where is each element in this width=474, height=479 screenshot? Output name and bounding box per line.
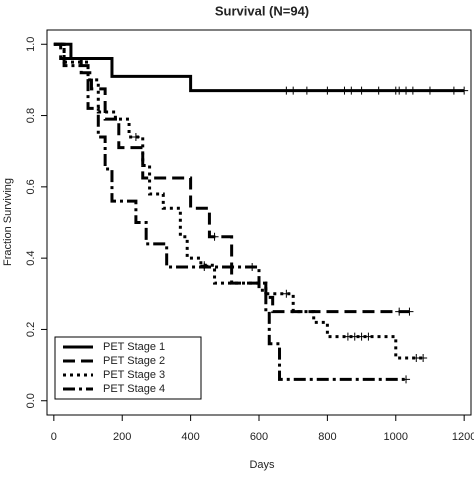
censor-mark [419, 353, 428, 362]
censor-mark [425, 86, 434, 95]
censor-mark [248, 263, 257, 272]
censor-mark [395, 86, 404, 95]
legend-label: PET Stage 4 [103, 383, 165, 395]
legend-label: PET Stage 1 [103, 341, 165, 353]
x-tick-label: 800 [318, 431, 336, 443]
censor-mark [282, 289, 291, 298]
censor-mark [460, 86, 469, 95]
censor-mark [350, 332, 359, 341]
y-tick-label: 0.4 [25, 250, 37, 265]
censor-mark [131, 132, 140, 141]
y-tick-label: 0.0 [25, 393, 37, 408]
censor-mark [402, 86, 411, 95]
x-tick-label: 200 [113, 431, 131, 443]
chart-title: Survival (N=94) [215, 3, 309, 18]
x-tick-label: 0 [51, 431, 57, 443]
censor-mark [357, 86, 366, 95]
censor-mark [374, 86, 383, 95]
censor-mark [323, 86, 332, 95]
survival-curve [53, 42, 407, 381]
survival-curve [53, 42, 410, 314]
censor-mark [347, 86, 356, 95]
censor-mark [449, 86, 458, 95]
censor-mark [364, 332, 373, 341]
censor-mark [289, 86, 298, 95]
censor-mark [412, 353, 421, 362]
censor-mark [343, 332, 352, 341]
censor-mark [340, 86, 349, 95]
legend-label: PET Stage 3 [103, 369, 165, 381]
censor-mark [200, 263, 209, 272]
censor-mark [210, 232, 219, 241]
censor-mark [402, 375, 411, 384]
y-tick-label: 0.2 [25, 322, 37, 337]
x-tick-label: 400 [181, 431, 199, 443]
y-tick-label: 0.8 [25, 108, 37, 123]
y-tick-label: 1.0 [25, 37, 37, 52]
y-tick-label: 0.6 [25, 179, 37, 194]
y-axis-label: Fraction Surviving [2, 178, 14, 266]
censor-mark [395, 307, 404, 316]
legend-label: PET Stage 2 [103, 355, 165, 367]
x-tick-label: 1000 [384, 431, 408, 443]
censor-mark [282, 86, 291, 95]
censor-mark [408, 86, 417, 95]
x-axis-label: Days [249, 459, 275, 471]
x-tick-label: 600 [250, 431, 268, 443]
censor-mark [405, 307, 414, 316]
survival-curve [53, 42, 424, 360]
survival-curve [53, 42, 465, 93]
censor-mark [302, 86, 311, 95]
censor-mark [357, 332, 366, 341]
x-tick-label: 1200 [452, 431, 474, 443]
